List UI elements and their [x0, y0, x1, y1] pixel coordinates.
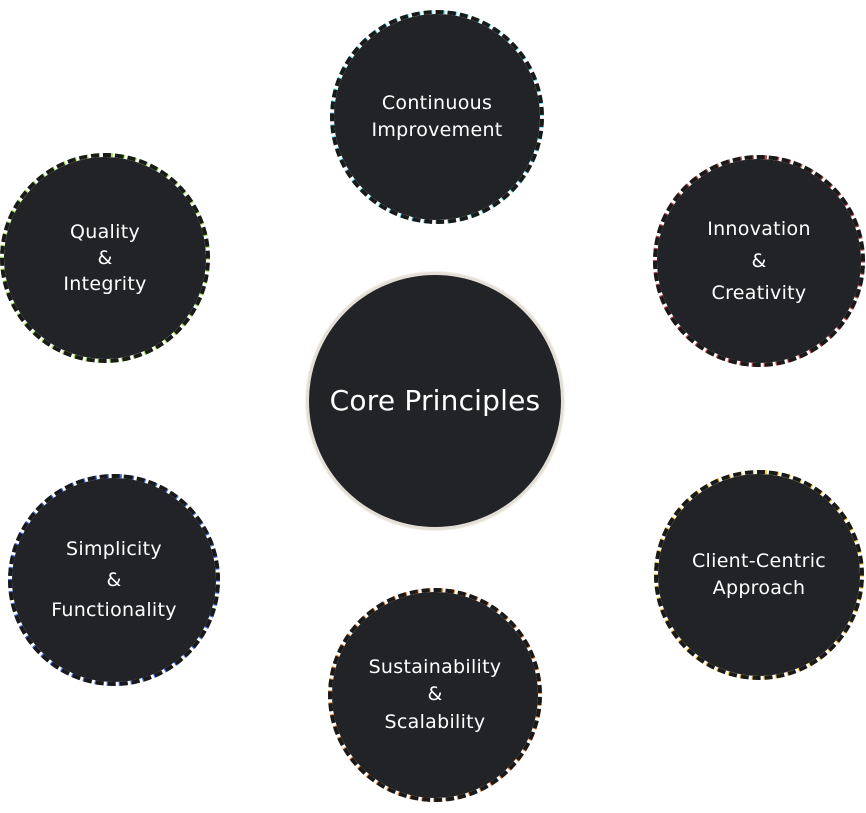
node-label-line: Scalability [384, 710, 486, 733]
node-label-line: Quality [70, 220, 140, 243]
node-label-line: Integrity [63, 273, 147, 296]
node-simplicity-functionality: Simplicity & Functionality [0, 463, 231, 697]
node-client-centric: Client-Centric Approach [643, 459, 866, 691]
node-label-line: Functionality [51, 599, 177, 622]
node-label-line: Client-Centric [691, 550, 827, 573]
node-label-line: Improvement [371, 119, 503, 141]
node-continuous-improvement: Continuous Improvement [319, 0, 555, 235]
node-innovation-creativity: Innovation & Creativity [642, 144, 866, 378]
node-label-line: Innovation [707, 217, 811, 240]
center-label: Core Principles [329, 384, 541, 418]
node-core-principles: Core Principles [306, 272, 564, 530]
node-label-line: Continuous [381, 92, 493, 115]
node-label-line: & [751, 249, 767, 272]
node-label-line: Approach [712, 577, 806, 599]
node-label-line: Sustainability [368, 655, 502, 678]
node-label-line: Simplicity [66, 538, 162, 561]
node-label-line: & [106, 568, 122, 591]
node-sustainability-scalability: Sustainability & Scalability [317, 577, 553, 813]
node-label-line: & [97, 246, 113, 269]
node-label-line: & [427, 683, 443, 706]
node-quality-integrity: Quality & Integrity [0, 142, 221, 374]
node-label-line: Creativity [711, 282, 807, 305]
